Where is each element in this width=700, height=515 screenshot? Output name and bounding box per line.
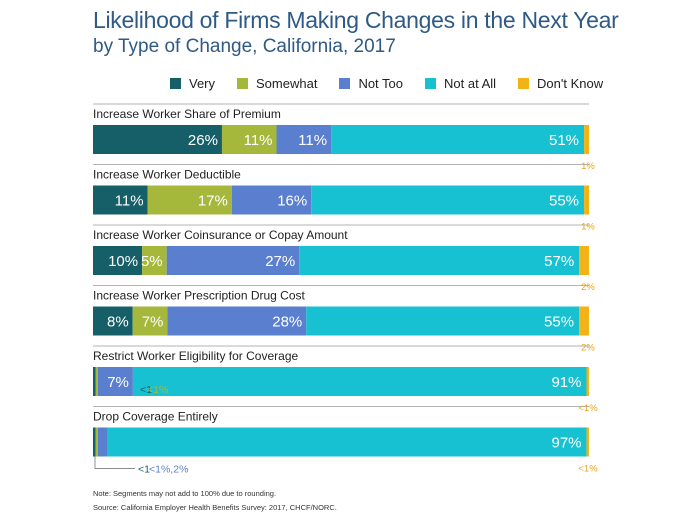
legend-item-dont-know: Don't Know (518, 76, 603, 91)
small-label-connector (94, 456, 135, 469)
data-label-very: 26% (188, 132, 218, 149)
bar-row-2: Increase Worker Coinsurance or Copay Amo… (93, 228, 595, 293)
bar-segment-very (93, 427, 96, 457)
bar-row-5: Drop Coverage Entirely 97% <1% <1 <1%,2% (93, 410, 598, 476)
data-label-not_at_all: 57% (544, 253, 574, 270)
category-label: Restrict Worker Eligibility for Coverage (93, 349, 298, 363)
bar-segment-not_at_all (306, 306, 580, 336)
legend-label-not-too: Not Too (358, 76, 404, 91)
dont-know-label: 1% (581, 222, 595, 233)
dont-know-label: 1% (581, 161, 595, 172)
bar-segment-very (93, 125, 222, 154)
legend: Very Somewhat Not Too Not at All Don't K… (170, 76, 625, 91)
data-label-not_too: 28% (272, 314, 302, 331)
legend-item-very: Very (170, 76, 215, 91)
rounding-note: Note: Segments may not add to 100% due t… (93, 489, 277, 498)
bar-row-4: Restrict Worker Eligibility for Coverage… (93, 349, 598, 414)
source-note: Source: California Employer Health Benef… (93, 503, 337, 512)
bar-segment-not_too (276, 125, 332, 154)
small-label-somewhat: <1% (147, 384, 168, 396)
data-label-somewhat: 7% (142, 314, 164, 331)
bar-segment-somewhat (147, 185, 232, 215)
bar-segment-dont_know (584, 185, 589, 215)
small-label-somewhat-not-too: <1%,2% (149, 464, 188, 476)
bar-segment-not_at_all (299, 246, 580, 275)
data-label-somewhat: 11% (244, 132, 273, 149)
chart-subtitle: by Type of Change, California, 2017 (93, 36, 396, 57)
legend-item-not-too: Not Too (339, 76, 403, 91)
bar-segment-not_too (166, 246, 300, 275)
bar-segment-very (93, 367, 96, 396)
bar-segment-dont_know (584, 125, 589, 154)
bar-segment-not_too (231, 185, 312, 215)
legend-swatch-not-at-all (425, 78, 437, 89)
legend-label-very: Very (189, 76, 216, 91)
data-label-not_at_all: 91% (551, 374, 581, 391)
legend-swatch-not-too (339, 78, 351, 89)
chart-title: Likelihood of Firms Making Changes in th… (93, 7, 619, 33)
data-label-somewhat: 5% (141, 253, 163, 270)
bar-row-1: Increase Worker Deductible 11% 17% 16% 55% 1% (93, 168, 595, 233)
bar-segment-very (93, 306, 133, 336)
legend-label-dont-know: Don't Know (537, 76, 604, 91)
data-label-not_at_all: 55% (549, 193, 579, 210)
legend-swatch-very (170, 78, 181, 89)
bar-segment-somewhat (95, 367, 98, 396)
data-label-very: 10% (108, 253, 138, 270)
bar-segment-very (93, 246, 143, 275)
category-label: Increase Worker Share of Premium (93, 107, 281, 121)
data-label-somewhat: 17% (198, 193, 228, 210)
legend-item-not-at-all: Not at All (425, 76, 496, 91)
legend-label-somewhat: Somewhat (256, 76, 318, 91)
bar-segment-not_too (97, 427, 108, 457)
bar-segment-somewhat (95, 427, 98, 457)
data-label-not_too: 11% (298, 132, 327, 149)
category-label: Increase Worker Prescription Drug Cost (93, 289, 306, 303)
bar-segment-not_at_all (331, 125, 585, 154)
data-label-not_too: 16% (277, 193, 307, 210)
category-label: Increase Worker Coinsurance or Copay Amo… (93, 228, 348, 242)
data-label-not_too: 7% (107, 374, 129, 391)
bar-row-0: Increase Worker Share of Premium 26% 11% 11… (93, 107, 595, 172)
bar-segment-dont_know (579, 246, 589, 275)
data-label-very: 8% (107, 314, 129, 331)
bar-segment-not_too (167, 306, 307, 336)
data-label-not_at_all: 51% (549, 132, 579, 149)
data-label-not_too: 27% (265, 253, 295, 270)
bar-row-3: Increase Worker Prescription Drug Cost 8%… (93, 289, 595, 354)
bar-segment-very (93, 185, 148, 215)
small-label-very: <1 (140, 384, 152, 396)
legend-label-not-at-all: Not at All (444, 76, 497, 91)
small-label-very: <1 (138, 464, 150, 476)
legend-item-somewhat: Somewhat (237, 76, 317, 91)
bar-segment-somewhat (221, 125, 277, 154)
bar-segment-not_at_all (132, 367, 587, 396)
category-label: Drop Coverage Entirely (93, 410, 218, 424)
category-label: Increase Worker Deductible (93, 168, 241, 182)
dont-know-label: <1% (578, 403, 598, 414)
data-label-very: 11% (115, 193, 144, 210)
bar-segment-dont_know (579, 306, 589, 336)
dont-know-label: 2% (581, 282, 595, 293)
data-label-not_at_all: 55% (544, 314, 574, 331)
legend-swatch-somewhat (237, 78, 249, 89)
dont-know-label: <1% (578, 464, 598, 475)
legend-swatch-dont-know (518, 78, 530, 89)
dont-know-label: 2% (581, 343, 595, 354)
bar-segment-somewhat (132, 306, 168, 336)
data-label-not_at_all: 97% (552, 435, 582, 452)
bar-segment-not_too (97, 367, 133, 396)
bar-segment-not_at_all (311, 185, 585, 215)
bar-segment-dont_know (586, 427, 589, 457)
bar-segment-not_at_all (107, 427, 587, 457)
bar-segment-somewhat (142, 246, 167, 275)
bar-segment-dont_know (586, 367, 589, 396)
